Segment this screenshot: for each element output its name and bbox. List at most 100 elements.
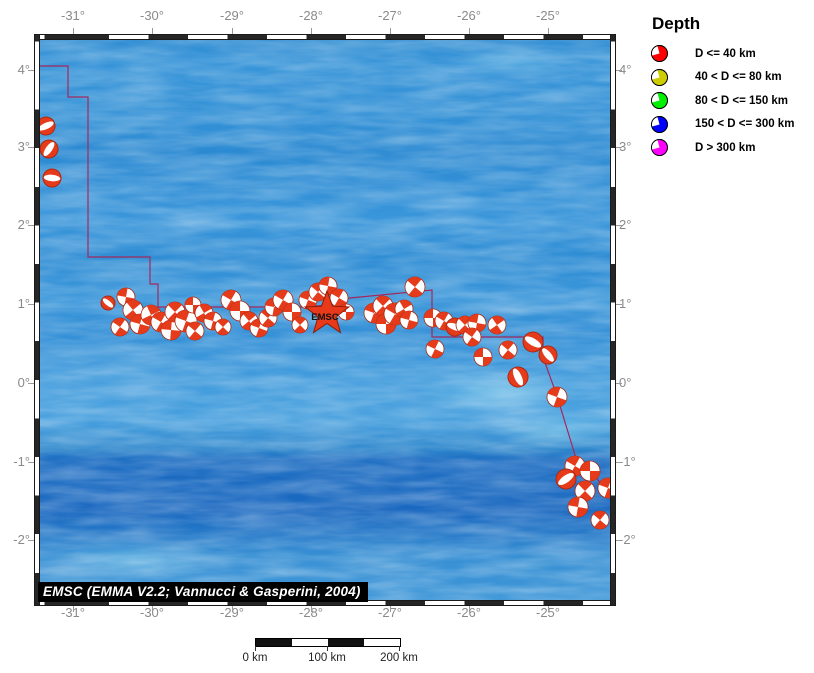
tick-mark — [28, 540, 34, 541]
lat-label-left: 2° — [17, 217, 30, 232]
focal-mechanism-beachball — [507, 366, 529, 388]
tick-mark — [28, 383, 34, 384]
lon-label-top: -28° — [299, 8, 323, 23]
tick-mark — [469, 606, 470, 612]
depth-beachball-icon — [651, 115, 668, 133]
focal-mechanism-beachball — [110, 317, 130, 337]
lon-label-bottom: -28° — [299, 605, 323, 620]
lon-label-top: -31° — [61, 8, 85, 23]
tick-mark — [616, 540, 622, 541]
lat-label-left: 4° — [17, 62, 30, 77]
tick-mark — [548, 28, 549, 34]
focal-mechanism-beachball — [42, 168, 62, 188]
scale-label: 0 km — [242, 652, 268, 664]
tick-mark — [311, 28, 312, 34]
legend-item-label: 80 < D <= 150 km — [695, 94, 789, 107]
lat-label-left: -2° — [13, 532, 30, 547]
tick-mark — [73, 28, 74, 34]
focal-mechanism-beachball — [555, 468, 577, 490]
tick-mark — [232, 606, 233, 612]
tick-mark — [232, 28, 233, 34]
tick-mark — [616, 147, 622, 148]
lat-label-right: 0° — [619, 375, 632, 390]
scale-label: 200 km — [380, 652, 418, 664]
lat-label-right: 2° — [619, 217, 632, 232]
legend-item-label: 150 < D <= 300 km — [695, 118, 795, 131]
legend-item-label: 40 < D <= 80 km — [695, 71, 782, 84]
legend-items: D <= 40 km 40 < D <= 80 km 80 < D <= 150 k… — [650, 42, 794, 160]
epicenter-star-label: EMSC — [311, 312, 339, 323]
lon-label-bottom: -26° — [457, 605, 481, 620]
lat-label-right: 4° — [619, 62, 632, 77]
focal-mechanism-beachball — [185, 321, 205, 341]
focal-mechanism-beachball — [579, 460, 601, 482]
focal-mechanism-beachball — [282, 302, 302, 322]
focal-mechanism-beachball — [40, 139, 59, 159]
tick-mark — [616, 462, 622, 463]
scale-tick — [399, 646, 400, 651]
scale-label: 100 km — [308, 652, 346, 664]
lon-label-top: -26° — [457, 8, 481, 23]
lon-label-bottom: -30° — [140, 605, 164, 620]
lon-label-top: -29° — [220, 8, 244, 23]
focal-mechanism-beachball — [318, 276, 338, 296]
tick-mark — [28, 147, 34, 148]
tick-mark — [28, 225, 34, 226]
lon-label-top: -27° — [378, 8, 402, 23]
focal-mechanism-beachball — [522, 331, 544, 353]
tick-mark — [152, 606, 153, 612]
tick-mark — [616, 383, 622, 384]
focal-mechanism-beachball — [399, 310, 419, 330]
epicenter-star — [303, 289, 351, 334]
lat-label-right: 1° — [619, 296, 632, 311]
depth-beachball-icon — [651, 45, 668, 63]
tick-mark — [390, 606, 391, 612]
tick-mark — [616, 304, 622, 305]
focal-mechanism-beachball — [214, 318, 232, 336]
focal-mechanism-beachball — [498, 340, 518, 360]
focal-mechanism-beachball — [574, 480, 596, 502]
legend-title: Depth — [652, 14, 701, 33]
focal-mechanism-beachball — [590, 510, 610, 530]
lat-label-right: -2° — [619, 532, 636, 547]
focal-mechanism-beachball — [487, 315, 507, 335]
legend-item: 80 < D <= 150 km — [650, 89, 794, 113]
focal-mechanism-beachball — [100, 295, 116, 311]
scale-tick — [327, 646, 328, 651]
depth-beachball-icon — [651, 139, 668, 157]
legend-item: 150 < D <= 300 km — [650, 113, 794, 137]
tick-mark — [548, 606, 549, 612]
focal-mechanism-beachball — [597, 477, 610, 499]
focal-mechanism-beachball — [329, 288, 349, 308]
tick-mark — [616, 225, 622, 226]
legend-item: D > 300 km — [650, 136, 794, 160]
map-canvas: EMSC — [40, 40, 610, 600]
scale-bar — [255, 638, 401, 647]
lon-label-bottom: -25° — [536, 605, 560, 620]
legend-item: D <= 40 km — [650, 42, 794, 66]
tick-mark — [28, 462, 34, 463]
tick-mark — [390, 28, 391, 34]
tick-mark — [28, 70, 34, 71]
lon-label-bottom: -27° — [378, 605, 402, 620]
lat-label-left: -1° — [13, 454, 30, 469]
scale-tick — [255, 646, 256, 651]
seismicity-overlay: EMSC — [40, 65, 610, 530]
focal-mechanism-beachball — [425, 339, 445, 359]
focal-mechanism-beachball — [372, 295, 394, 317]
tick-mark — [28, 304, 34, 305]
lat-label-right: -1° — [619, 454, 636, 469]
focal-mechanism-beachball — [567, 496, 589, 518]
lon-label-bottom: -31° — [61, 605, 85, 620]
depth-beachball-icon — [651, 92, 668, 110]
focal-mechanism-beachball — [546, 386, 568, 408]
lon-label-top: -30° — [140, 8, 164, 23]
map-frame-top — [35, 34, 615, 40]
map-frame-right — [610, 34, 616, 606]
legend-item-label: D <= 40 km — [695, 47, 756, 60]
legend-item: 40 < D <= 80 km — [650, 66, 794, 90]
tick-mark — [469, 28, 470, 34]
focal-mechanism-beachball — [538, 345, 558, 365]
focal-mechanism-beachball — [462, 327, 482, 347]
